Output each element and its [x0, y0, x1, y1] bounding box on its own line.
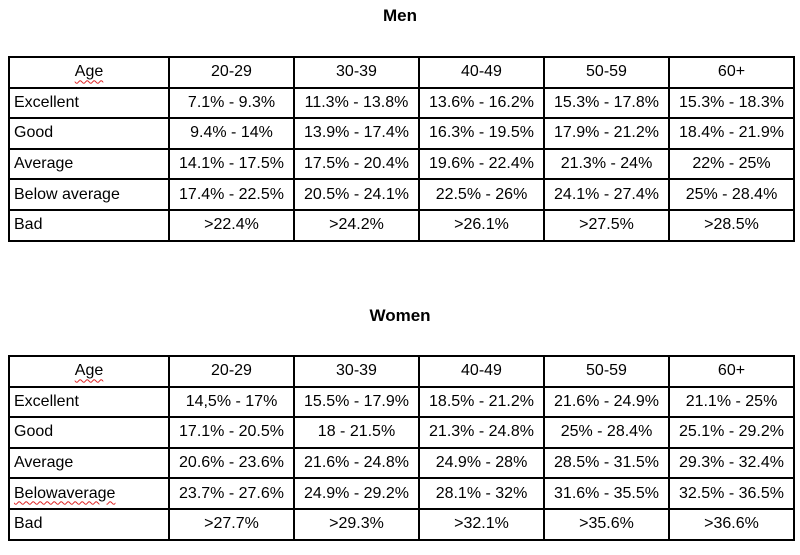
- table-cell: 24.1% - 27.4%: [543, 178, 670, 211]
- table-cell: 17.9% - 21.2%: [543, 117, 670, 150]
- row-label: Good: [8, 416, 170, 449]
- table-cell: >27.7%: [168, 507, 295, 541]
- table-row: Below average 17.4% - 22.5% 20.5% - 24.1…: [8, 178, 795, 211]
- table-row: Excellent 14,5% - 17% 15.5% - 17.9% 18.5…: [8, 385, 795, 419]
- row-label: Belowaverage: [14, 484, 116, 502]
- age-range-header: 30-39: [293, 56, 420, 89]
- table-cell: 19.6% - 22.4%: [418, 147, 545, 181]
- header-row: Age 20-29 30-39 40-49 50-59 60+: [8, 56, 795, 89]
- table-row: Good 17.1% - 20.5% 18 - 21.5% 21.3% - 24…: [8, 416, 795, 449]
- table-cell: 20.6% - 23.6%: [168, 446, 295, 480]
- table-cell: 21.3% - 24.8%: [418, 416, 545, 449]
- table-cell: 18 - 21.5%: [293, 416, 420, 449]
- table-cell: 15.5% - 17.9%: [293, 385, 420, 419]
- men-section-title: Men: [383, 6, 417, 25]
- age-range-header: 40-49: [418, 56, 545, 89]
- row-label: Excellent: [8, 385, 170, 419]
- table-row: Average 14.1% - 17.5% 17.5% - 20.4% 19.6…: [8, 147, 795, 181]
- table-cell: 11.3% - 13.8%: [293, 86, 420, 120]
- table-row: Bad >22.4% >24.2% >26.1% >27.5% >28.5%: [8, 208, 795, 242]
- table-cell: 13.9% - 17.4%: [293, 117, 420, 150]
- table-cell: 21.1% - 25%: [668, 385, 795, 419]
- header-row: Age 20-29 30-39 40-49 50-59 60+: [8, 355, 795, 388]
- table-cell: 24.9% - 28%: [418, 446, 545, 480]
- row-label: Average: [8, 446, 170, 480]
- table-cell: >35.6%: [543, 507, 670, 541]
- table-cell: 15.3% - 18.3%: [668, 86, 795, 120]
- table-cell: 25% - 28.4%: [543, 416, 670, 449]
- table-cell: 7.1% - 9.3%: [168, 86, 295, 120]
- table-cell: 21.6% - 24.8%: [293, 446, 420, 480]
- row-label: Average: [8, 147, 170, 181]
- table-cell: 14,5% - 17%: [168, 385, 295, 419]
- age-range-header: 60+: [668, 355, 795, 388]
- table-row: Belowaverage 23.7% - 27.6% 24.9% - 29.2%…: [8, 477, 795, 510]
- table-cell: 20.5% - 24.1%: [293, 178, 420, 211]
- table-cell: 13.6% - 16.2%: [418, 86, 545, 120]
- women-table: Age 20-29 30-39 40-49 50-59 60+ Excellen…: [8, 355, 795, 541]
- table-cell: 28.1% - 32%: [418, 477, 545, 510]
- table-cell: 21.6% - 24.9%: [543, 385, 670, 419]
- table-row: Good 9.4% - 14% 13.9% - 17.4% 16.3% - 19…: [8, 117, 795, 150]
- table-cell: 15.3% - 17.8%: [543, 86, 670, 120]
- table-cell: 17.5% - 20.4%: [293, 147, 420, 181]
- row-label: Bad: [8, 507, 170, 541]
- women-section-title: Women: [369, 306, 431, 325]
- table-cell: 21.3% - 24%: [543, 147, 670, 181]
- table-cell: >24.2%: [293, 208, 420, 242]
- table-cell: >22.4%: [168, 208, 295, 242]
- age-header-cell: Age: [8, 56, 170, 89]
- table-cell: >29.3%: [293, 507, 420, 541]
- table-cell: >26.1%: [418, 208, 545, 242]
- table-cell: 31.6% - 35.5%: [543, 477, 670, 510]
- men-table: Age 20-29 30-39 40-49 50-59 60+ Excellen…: [8, 56, 795, 242]
- table-cell: 25% - 28.4%: [668, 178, 795, 211]
- table-cell: 17.4% - 22.5%: [168, 178, 295, 211]
- table-cell: 18.4% - 21.9%: [668, 117, 795, 150]
- table-cell: 17.1% - 20.5%: [168, 416, 295, 449]
- table-cell: 24.9% - 29.2%: [293, 477, 420, 510]
- table-cell: >27.5%: [543, 208, 670, 242]
- age-range-header: 50-59: [543, 56, 670, 89]
- table-cell: >32.1%: [418, 507, 545, 541]
- age-header-label: Age: [74, 63, 104, 81]
- table-cell: 16.3% - 19.5%: [418, 117, 545, 150]
- table-row: Bad >27.7% >29.3% >32.1% >35.6% >36.6%: [8, 507, 795, 541]
- table-cell: 25.1% - 29.2%: [668, 416, 795, 449]
- table-cell: >36.6%: [668, 507, 795, 541]
- table-cell: >28.5%: [668, 208, 795, 242]
- age-header-label: Age: [74, 362, 104, 380]
- row-label: Excellent: [8, 86, 170, 120]
- table-cell: 9.4% - 14%: [168, 117, 295, 150]
- age-range-header: 40-49: [418, 355, 545, 388]
- table-cell: 28.5% - 31.5%: [543, 446, 670, 480]
- table-cell: 32.5% - 36.5%: [668, 477, 795, 510]
- table-row: Average 20.6% - 23.6% 21.6% - 24.8% 24.9…: [8, 446, 795, 480]
- row-label: Below average: [8, 178, 170, 211]
- age-range-header: 20-29: [168, 56, 295, 89]
- row-label-cell: Belowaverage: [8, 477, 170, 510]
- table-cell: 22.5% - 26%: [418, 178, 545, 211]
- row-label: Bad: [8, 208, 170, 242]
- age-range-header: 20-29: [168, 355, 295, 388]
- age-header-cell: Age: [8, 355, 170, 388]
- table-cell: 29.3% - 32.4%: [668, 446, 795, 480]
- age-range-header: 50-59: [543, 355, 670, 388]
- age-range-header: 30-39: [293, 355, 420, 388]
- age-range-header: 60+: [668, 56, 795, 89]
- row-label: Good: [8, 117, 170, 150]
- table-cell: 22% - 25%: [668, 147, 795, 181]
- table-row: Excellent 7.1% - 9.3% 11.3% - 13.8% 13.6…: [8, 86, 795, 120]
- table-cell: 18.5% - 21.2%: [418, 385, 545, 419]
- table-cell: 23.7% - 27.6%: [168, 477, 295, 510]
- table-cell: 14.1% - 17.5%: [168, 147, 295, 181]
